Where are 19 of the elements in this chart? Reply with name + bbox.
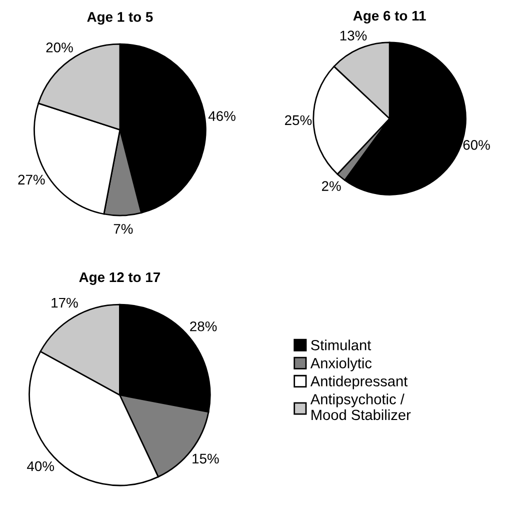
data-label: 40%	[27, 461, 54, 472]
data-label: 2%	[322, 181, 341, 191]
legend-label: Anxiolytic	[310, 358, 372, 372]
data-label: 25%	[285, 115, 312, 126]
legend-label: Stimulant	[311, 340, 372, 350]
data-label: 7%	[114, 224, 133, 234]
data-label: 20%	[46, 42, 73, 52]
chart-title: Age 1 to 5	[87, 12, 153, 25]
chart-title: Age 6 to 11	[353, 10, 426, 24]
data-label: 13%	[340, 30, 367, 41]
chart-title: Age 12 to 17	[79, 272, 160, 285]
data-label: 60%	[463, 140, 490, 150]
legend-label: Antidepressant	[310, 376, 408, 390]
legend-label: Antipsychotic / Mood Stabilizer	[310, 394, 411, 420]
data-label: 15%	[192, 454, 219, 464]
data-label: 46%	[208, 111, 236, 121]
data-label: 17%	[52, 298, 78, 308]
data-label: 28%	[190, 321, 217, 332]
data-label: 27%	[18, 174, 45, 185]
